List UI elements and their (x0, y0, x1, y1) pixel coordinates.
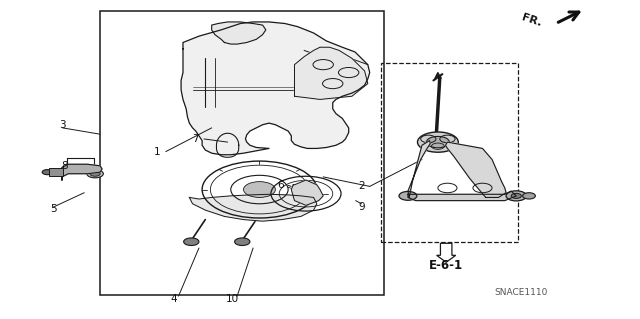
Circle shape (523, 193, 536, 199)
Polygon shape (181, 22, 370, 155)
Bar (49, 168, 63, 176)
Polygon shape (291, 180, 323, 205)
Circle shape (87, 170, 103, 178)
Circle shape (399, 191, 417, 200)
Circle shape (235, 238, 250, 246)
Text: 8: 8 (61, 161, 68, 171)
Circle shape (506, 191, 527, 201)
Circle shape (417, 132, 458, 152)
Polygon shape (435, 72, 441, 79)
Text: 9: 9 (358, 202, 365, 212)
Text: 5: 5 (51, 204, 57, 213)
Polygon shape (62, 164, 102, 180)
Bar (381, 63, 518, 242)
Text: SNACE1110: SNACE1110 (494, 288, 547, 297)
Circle shape (511, 193, 522, 198)
Bar (100, 11, 384, 295)
Text: FR.: FR. (520, 12, 543, 28)
Text: 6: 6 (277, 181, 284, 190)
Polygon shape (408, 191, 516, 201)
Polygon shape (294, 47, 368, 100)
Text: 1: 1 (154, 147, 161, 157)
Text: E-6-1: E-6-1 (429, 259, 463, 272)
Polygon shape (212, 22, 266, 44)
Polygon shape (445, 142, 506, 197)
Circle shape (244, 182, 275, 197)
Text: 10: 10 (226, 294, 239, 304)
Polygon shape (408, 141, 430, 197)
FancyArrow shape (436, 243, 456, 262)
Circle shape (90, 171, 100, 176)
Text: 3: 3 (60, 120, 66, 130)
Text: 7: 7 (193, 134, 199, 144)
Text: 2: 2 (358, 182, 365, 191)
Circle shape (184, 238, 199, 246)
Text: 4: 4 (170, 294, 177, 304)
Polygon shape (189, 194, 317, 221)
Circle shape (42, 170, 52, 175)
Circle shape (426, 137, 449, 148)
